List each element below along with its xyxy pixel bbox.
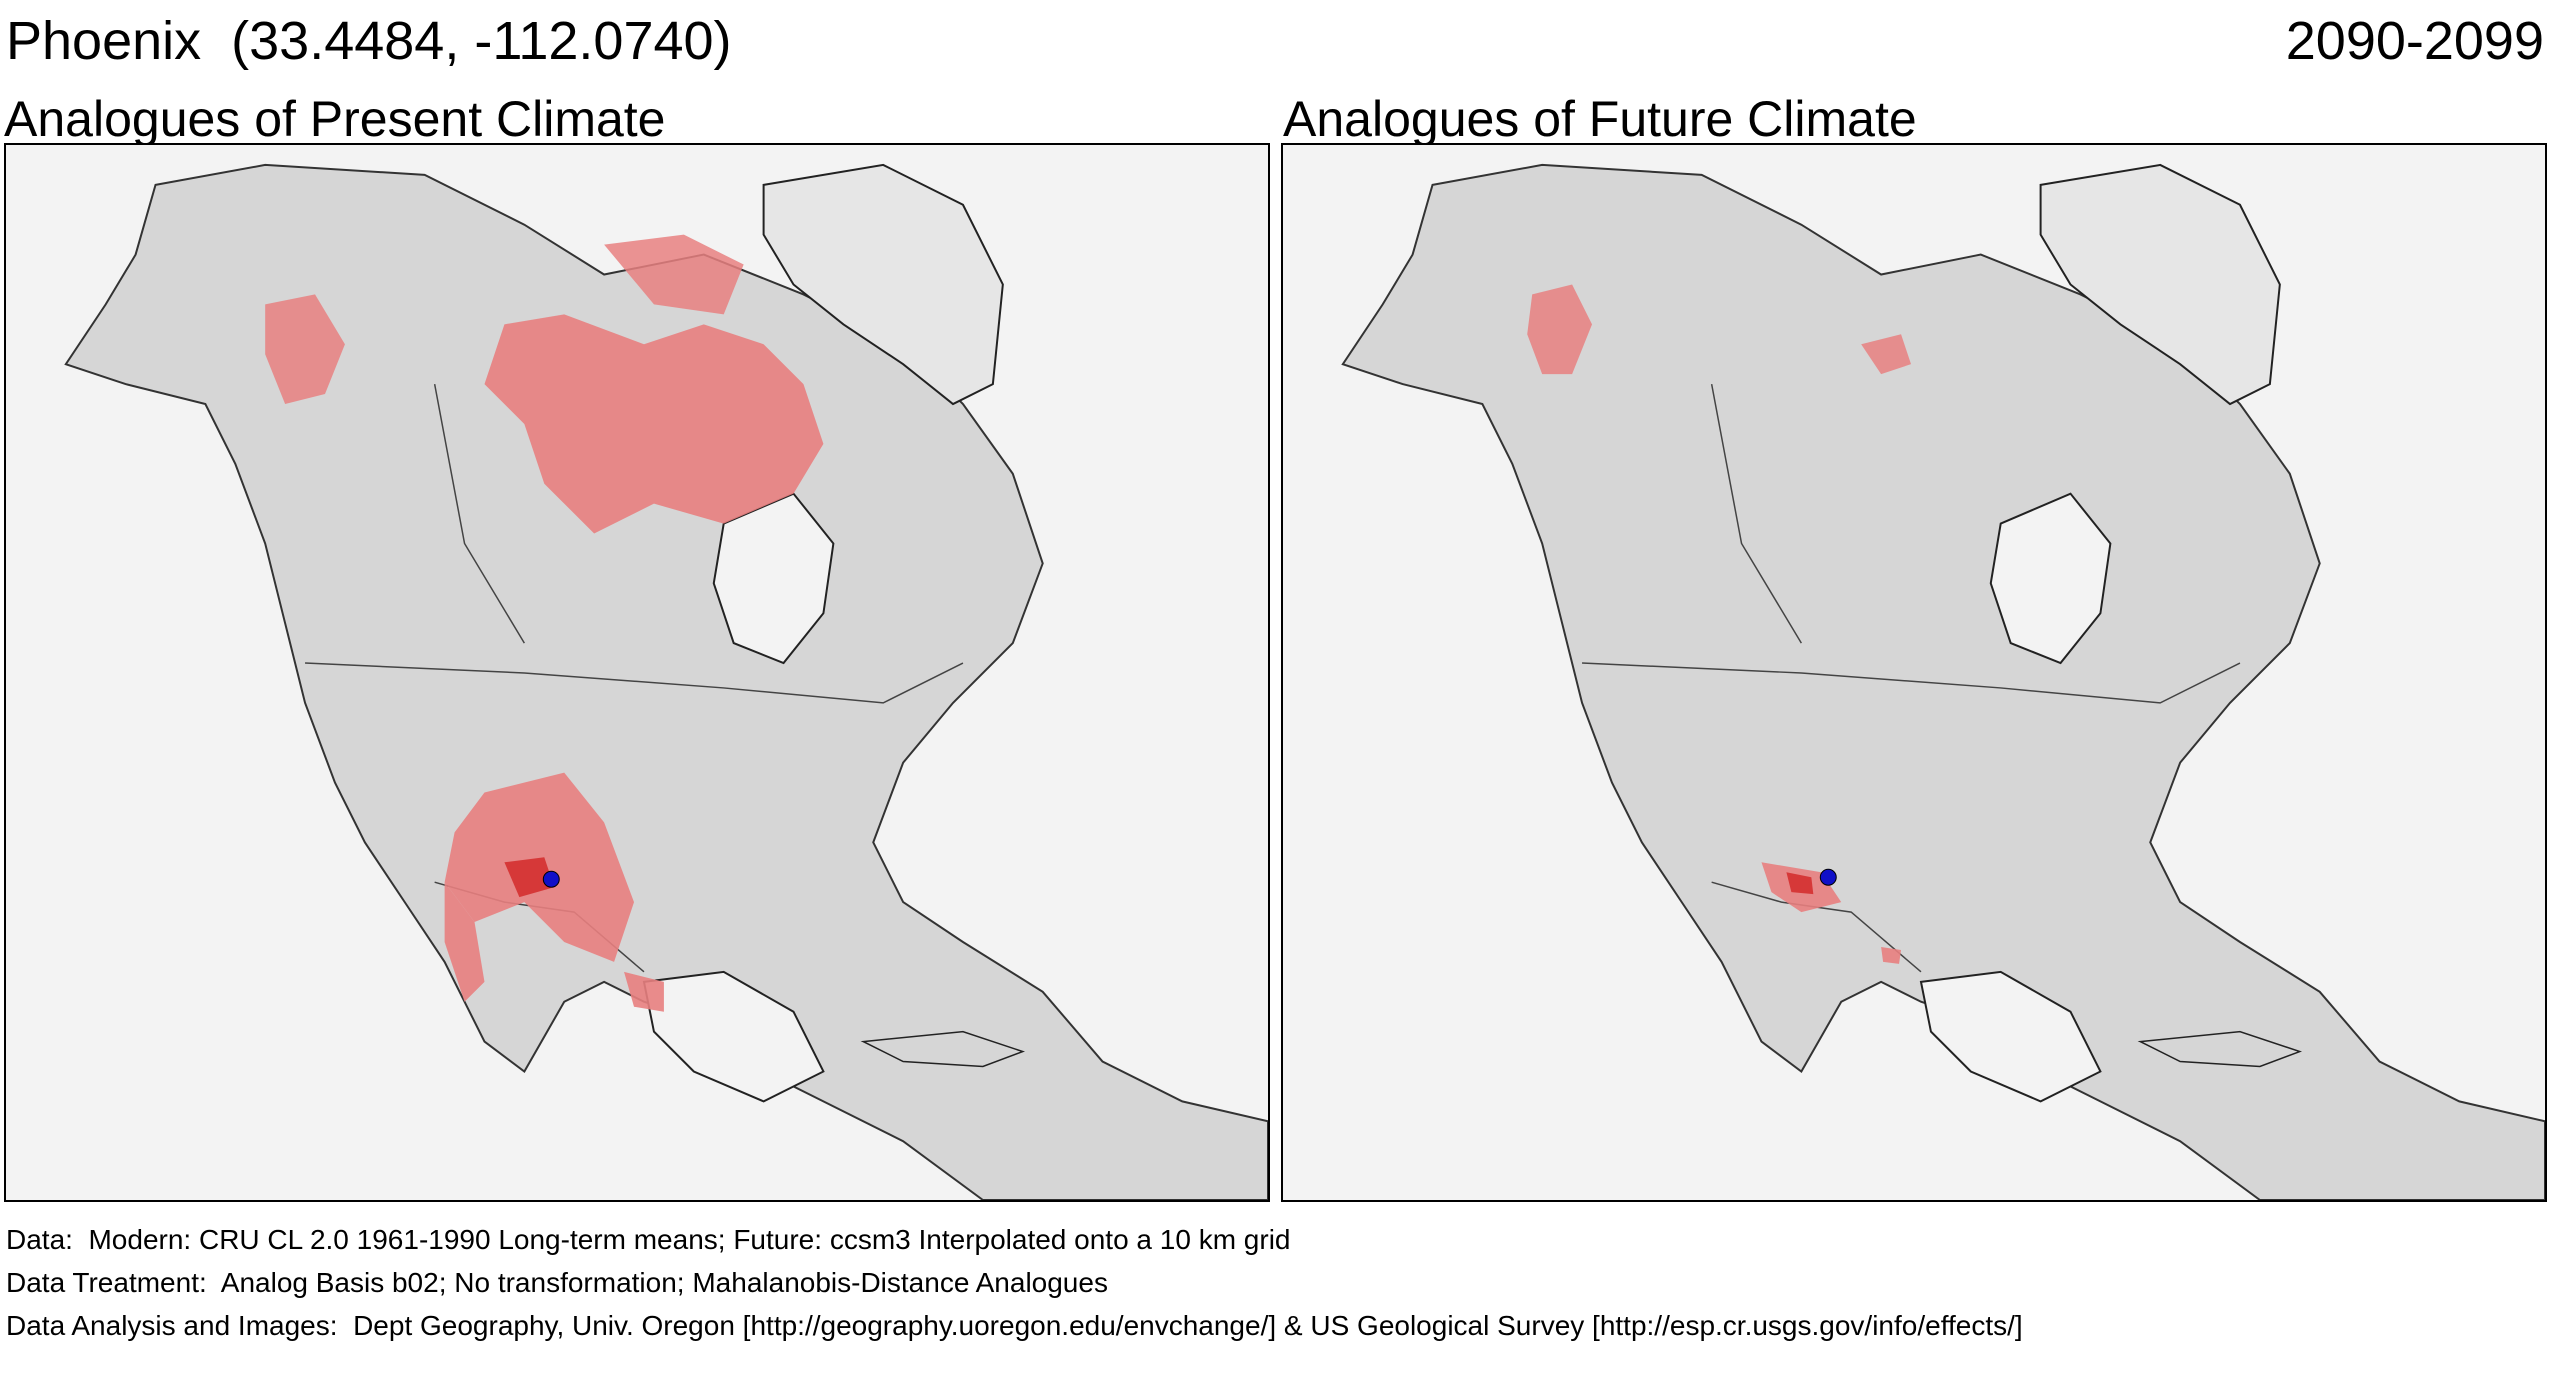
footer-data-treatment: Data Treatment: Analog Basis b02; No tra… <box>6 1267 1108 1298</box>
analogue-region-arctic <box>484 314 824 534</box>
alaska-border <box>433 383 525 644</box>
cuba <box>2137 1030 2303 1068</box>
present-panel-title: Analogues of Present Climate <box>4 91 666 147</box>
future-panel-title: Analogues of Future Climate <box>1283 91 1917 147</box>
greenland-land <box>2039 163 2281 406</box>
cuba <box>860 1030 1026 1068</box>
analogue-region-alaska <box>265 294 345 405</box>
gulf-of-mexico <box>1919 970 2102 1103</box>
hudson-bay <box>712 492 835 665</box>
us-canada-border <box>1582 662 2241 704</box>
period-title: 2090-2099 <box>2285 11 2544 71</box>
present-climate-map <box>4 143 1270 1202</box>
footer-data-analysis: Data Analysis and Images: Dept Geography… <box>6 1310 2023 1341</box>
analogue-region-mexico <box>624 971 664 1012</box>
analogue-region-islands <box>604 234 744 315</box>
phoenix-site-marker <box>542 870 560 888</box>
greenland-land <box>762 163 1004 406</box>
analogue-region-core <box>1786 872 1814 895</box>
phoenix-site-marker <box>1819 868 1837 886</box>
analogue-region-core <box>504 857 555 898</box>
us-canada-border <box>305 662 964 704</box>
location-title: Phoenix (33.4484, -112.0740) <box>6 11 732 71</box>
analogue-region-mexico <box>1881 946 1902 964</box>
alaska-border <box>1710 383 1802 644</box>
analogue-region-alaska <box>1527 284 1593 375</box>
hudson-bay <box>1989 492 2112 665</box>
analogue-region-arctic-island <box>1861 334 1912 375</box>
footer-data-source: Data: Modern: CRU CL 2.0 1961-1990 Long-… <box>6 1224 1291 1255</box>
future-climate-map <box>1281 143 2547 1202</box>
gulf-of-mexico <box>642 970 825 1103</box>
analogue-region-baja <box>444 882 485 1002</box>
